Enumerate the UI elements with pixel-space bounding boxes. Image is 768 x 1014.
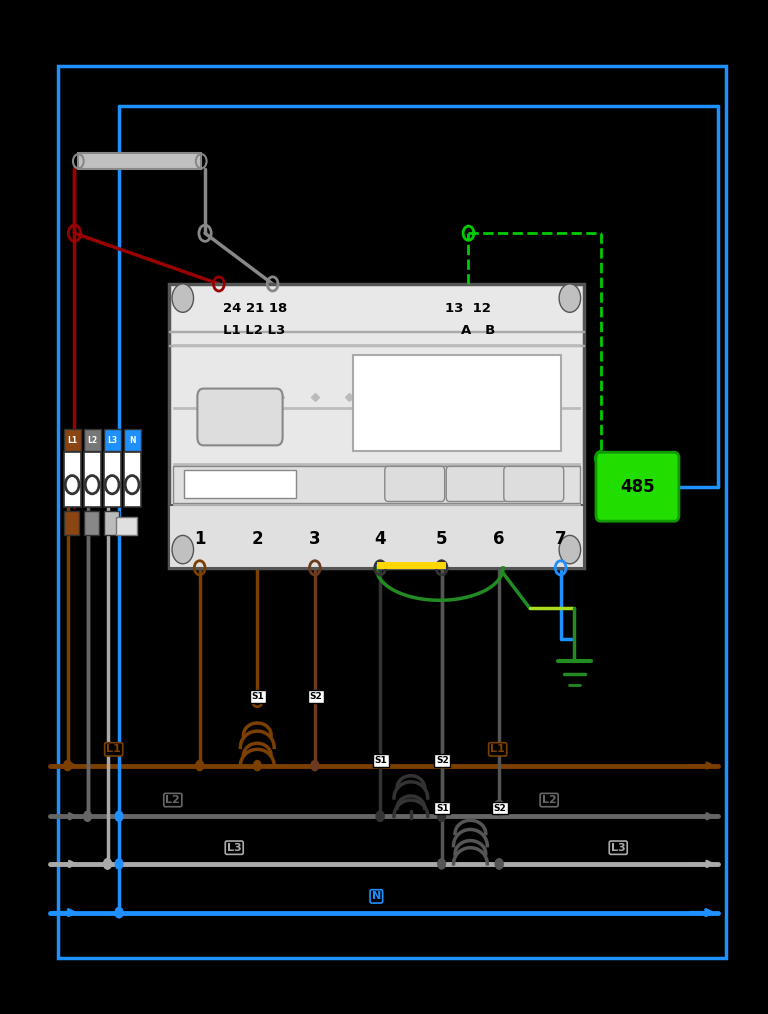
FancyBboxPatch shape [64, 452, 81, 507]
Text: N: N [129, 436, 135, 444]
Circle shape [172, 284, 194, 312]
Circle shape [495, 859, 503, 869]
Circle shape [376, 811, 384, 821]
FancyBboxPatch shape [104, 429, 121, 451]
Text: A   B: A B [461, 324, 495, 338]
FancyBboxPatch shape [169, 345, 584, 347]
Circle shape [115, 811, 123, 821]
Text: S2: S2 [436, 756, 449, 765]
FancyBboxPatch shape [173, 465, 580, 503]
Circle shape [104, 859, 111, 869]
FancyBboxPatch shape [446, 466, 506, 502]
Text: L3: L3 [107, 436, 118, 444]
FancyBboxPatch shape [64, 511, 79, 535]
FancyBboxPatch shape [173, 344, 580, 347]
Circle shape [438, 811, 445, 821]
Text: S1: S1 [375, 756, 387, 765]
FancyBboxPatch shape [596, 452, 679, 521]
Text: S1: S1 [436, 804, 449, 812]
FancyBboxPatch shape [173, 463, 580, 465]
Text: 5: 5 [436, 530, 447, 549]
Text: L1: L1 [106, 744, 121, 754]
Circle shape [115, 859, 123, 869]
Circle shape [253, 760, 261, 771]
Circle shape [64, 760, 71, 771]
Circle shape [376, 811, 384, 821]
FancyBboxPatch shape [169, 284, 584, 568]
Text: L2: L2 [87, 436, 98, 444]
FancyBboxPatch shape [169, 331, 584, 333]
Text: L1: L1 [67, 436, 78, 444]
Text: S2: S2 [494, 804, 506, 812]
FancyBboxPatch shape [104, 511, 119, 535]
Circle shape [104, 859, 111, 869]
Text: 1: 1 [194, 530, 205, 549]
FancyBboxPatch shape [84, 452, 101, 507]
FancyBboxPatch shape [84, 429, 101, 451]
FancyBboxPatch shape [173, 503, 580, 505]
Circle shape [559, 535, 581, 564]
Text: S2: S2 [310, 693, 322, 701]
FancyBboxPatch shape [169, 505, 584, 568]
Text: 4: 4 [374, 530, 386, 549]
Text: N: N [372, 891, 381, 901]
FancyBboxPatch shape [124, 429, 141, 451]
Text: L3: L3 [611, 843, 626, 853]
FancyBboxPatch shape [197, 388, 283, 445]
Circle shape [172, 535, 194, 564]
Text: 13  12: 13 12 [445, 301, 492, 314]
Text: 6: 6 [494, 530, 505, 549]
Circle shape [84, 811, 91, 821]
Text: 3: 3 [309, 530, 321, 549]
Circle shape [196, 760, 204, 771]
Text: L2: L2 [541, 795, 557, 805]
Circle shape [438, 859, 445, 869]
Circle shape [438, 811, 445, 821]
FancyBboxPatch shape [78, 153, 201, 169]
Circle shape [115, 908, 123, 918]
Text: 24 21 18: 24 21 18 [223, 301, 287, 314]
Text: L1: L1 [490, 744, 505, 754]
FancyBboxPatch shape [353, 355, 561, 451]
Text: 485: 485 [620, 478, 655, 496]
Circle shape [115, 908, 123, 918]
Circle shape [495, 859, 503, 869]
FancyBboxPatch shape [104, 452, 121, 507]
Text: L1 L2 L3: L1 L2 L3 [223, 324, 285, 338]
FancyBboxPatch shape [385, 466, 445, 502]
FancyBboxPatch shape [184, 469, 296, 498]
Text: L3: L3 [227, 843, 242, 853]
FancyBboxPatch shape [64, 429, 81, 451]
Text: 7: 7 [554, 530, 567, 549]
FancyBboxPatch shape [124, 452, 141, 507]
Text: L2: L2 [165, 795, 180, 805]
FancyBboxPatch shape [116, 517, 137, 535]
Circle shape [559, 284, 581, 312]
Text: 2: 2 [251, 530, 263, 549]
Text: S1: S1 [252, 693, 264, 701]
Circle shape [311, 760, 319, 771]
FancyBboxPatch shape [504, 466, 564, 502]
FancyBboxPatch shape [84, 511, 99, 535]
FancyBboxPatch shape [173, 407, 580, 409]
